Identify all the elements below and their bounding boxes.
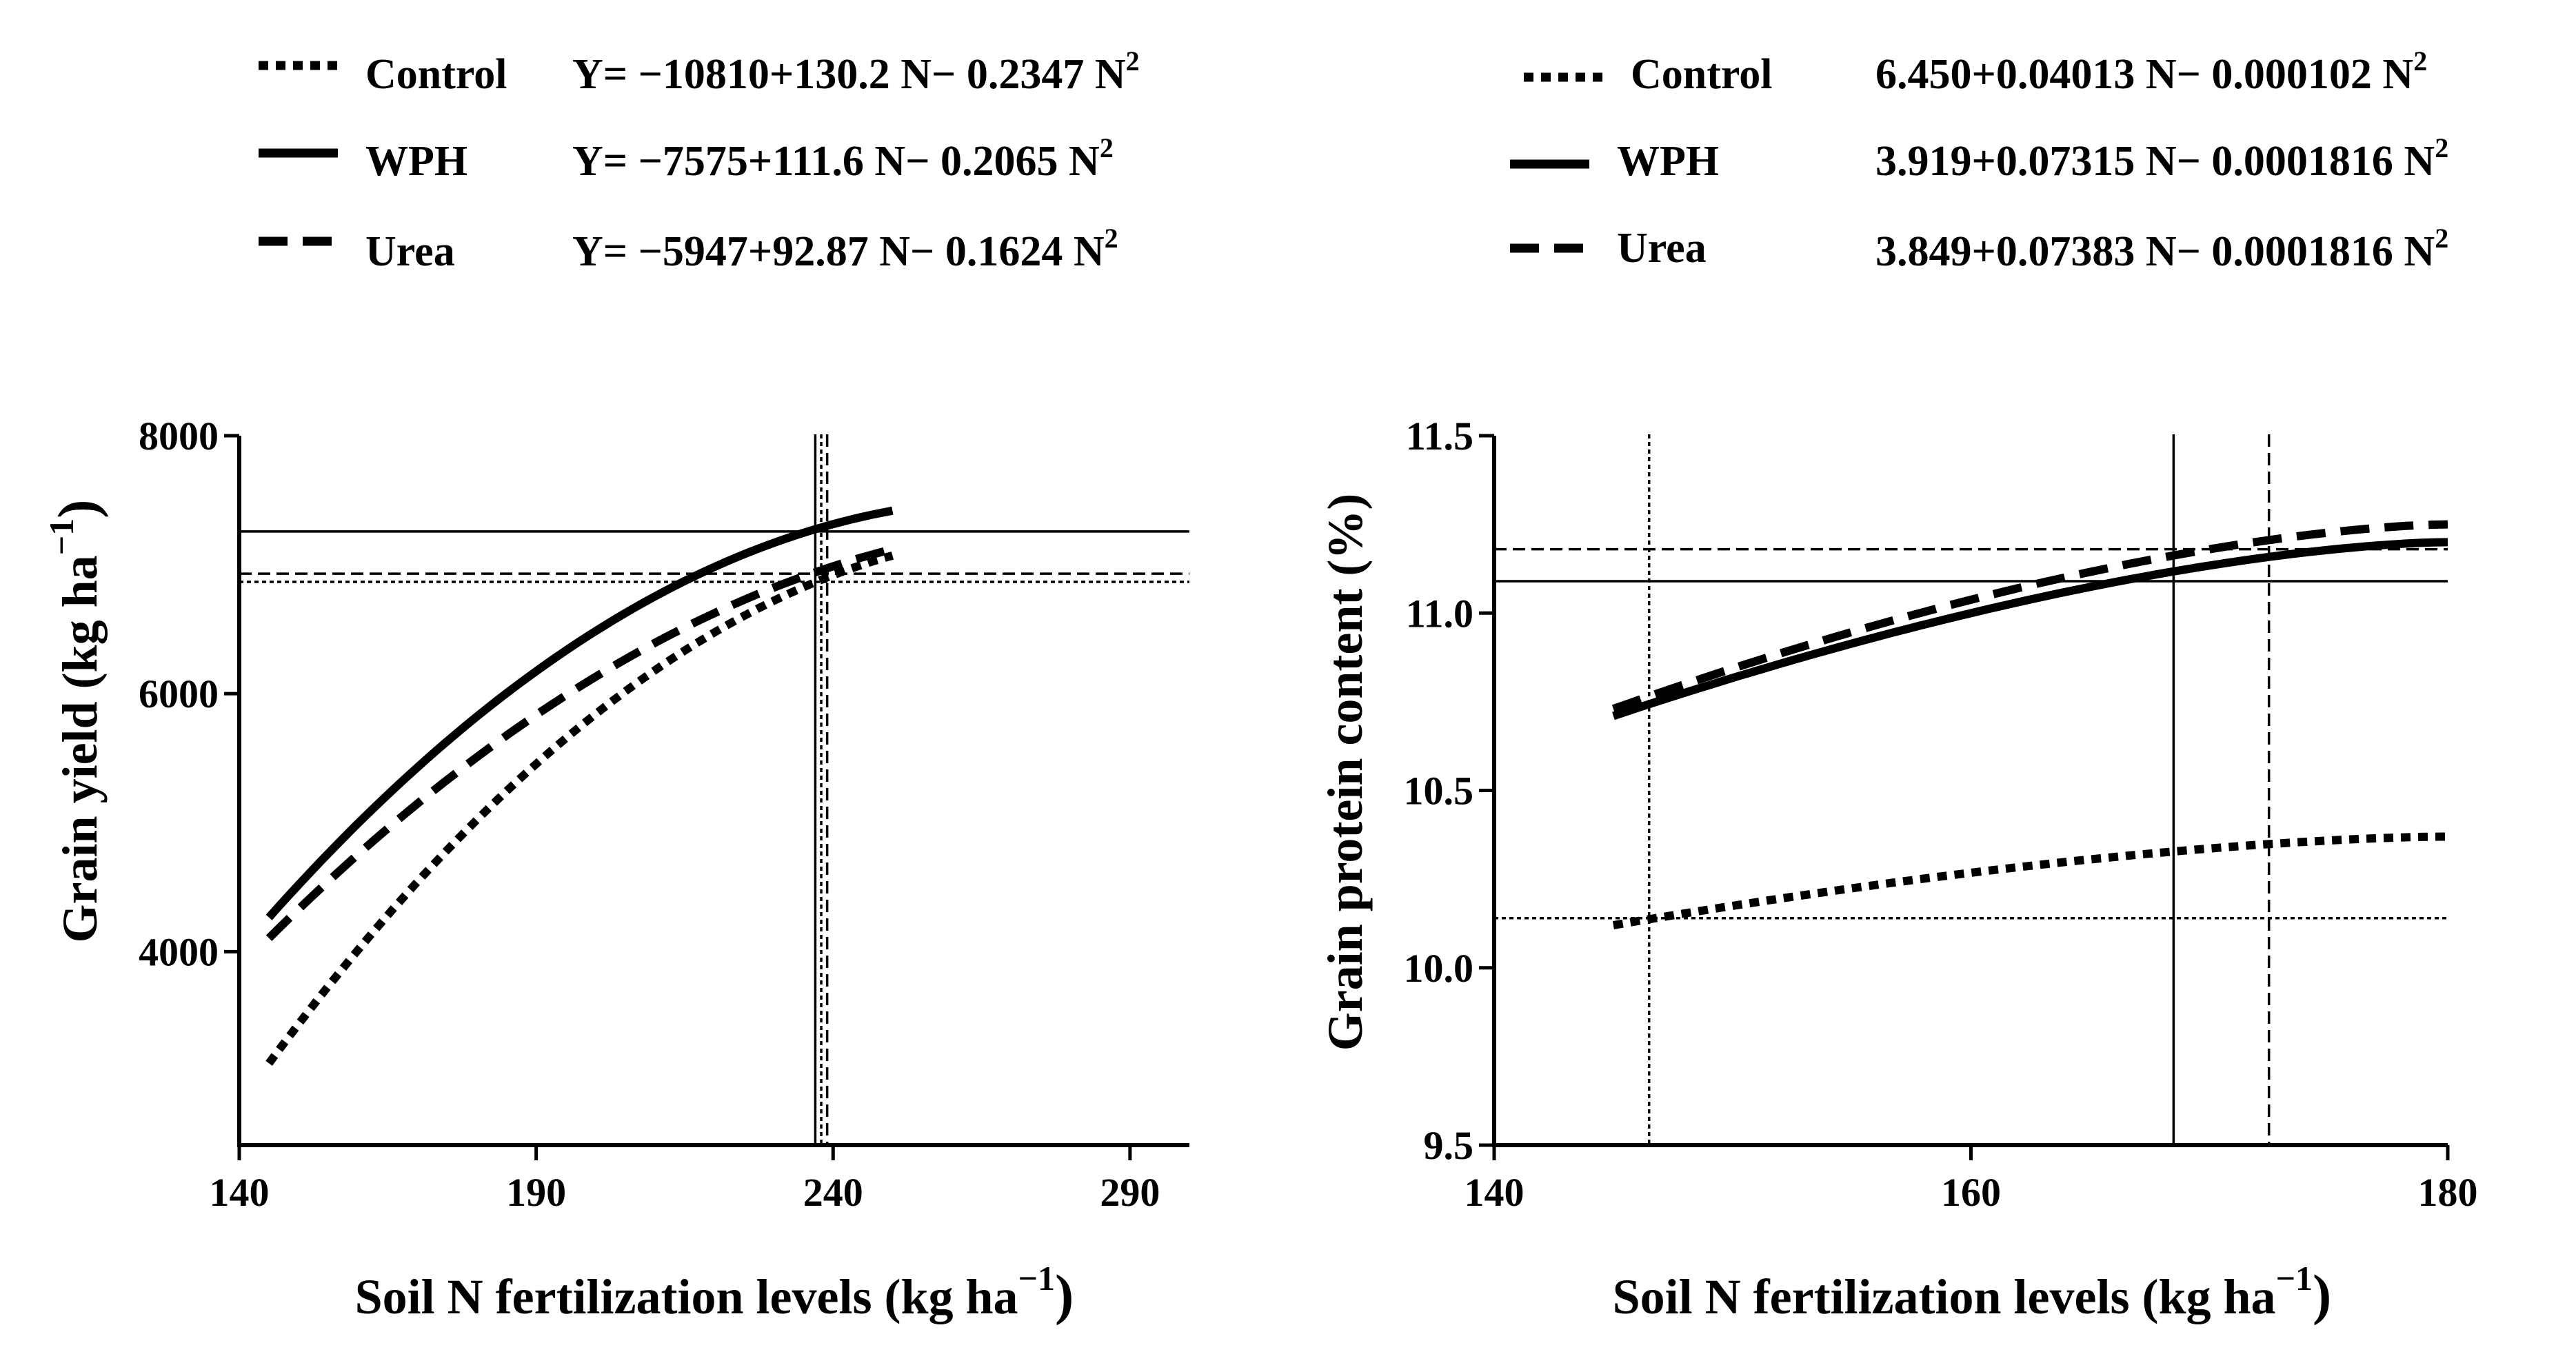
left-legend: Control Y= −10810+130.2 N− 0.2347 N2 WPH…	[259, 46, 1140, 275]
right-legend-entry-control: Control 6.450+0.04013 N− 0.000102 N2	[1524, 46, 2427, 98]
grain-yield-x-tick-label-290: 290	[1100, 1170, 1160, 1215]
right-legend-label-control: Control	[1631, 51, 1773, 98]
grain-protein-series	[1611, 520, 2448, 929]
grain-protein-series-control	[1612, 832, 2448, 929]
grain-protein-x-tick-label-180: 180	[2418, 1170, 2478, 1215]
left-legend-entry-control: Control Y= −10810+130.2 N− 0.2347 N2	[259, 46, 1140, 98]
right-legend-equation-wph: 3.919+0.07315 N− 0.0001816 N2	[1875, 132, 2448, 185]
grain-yield-y-tick-label-6000: 6000	[139, 672, 219, 716]
grain-yield-series-control	[265, 552, 894, 1066]
grain-protein-ticks: 140 160 180 9.5 10.0 10.5 11.0 11.5	[1404, 414, 2478, 1215]
left-legend-label-urea: Urea	[365, 228, 455, 275]
grain-yield-ticks: 140 190 240 290 4000 6000 8000	[139, 414, 1160, 1215]
grain-protein-y-tick-label-10-5: 10.5	[1404, 769, 1474, 814]
grain-protein-y-axis-label: Grain protein content (%)	[1318, 494, 1373, 1051]
grain-yield-x-axis-label: Soil N fertilization levels (kg ha−1)	[355, 1259, 1074, 1326]
grain-yield-series	[265, 506, 894, 1066]
grain-yield-series-urea	[265, 545, 894, 942]
grain-yield-y-tick-label-8000: 8000	[139, 414, 219, 458]
right-legend-equation-urea: 3.849+0.07383 N− 0.0001816 N2	[1875, 223, 2448, 275]
grain-protein-reference-lines	[1494, 434, 2448, 1145]
left-legend-equation-control: Y= −10810+130.2 N− 0.2347 N2	[572, 46, 1140, 98]
grain-protein-y-tick-label-11: 11.0	[1406, 591, 1473, 636]
left-legend-entry-urea: Urea Y= −5947+92.87 N− 0.1624 N2	[259, 223, 1118, 275]
right-legend: Control 6.450+0.04013 N− 0.000102 N2 WPH…	[1510, 46, 2448, 275]
grain-yield-x-tick-label-240: 240	[803, 1170, 863, 1215]
grain-protein-y-tick-label-10: 10.0	[1404, 946, 1474, 991]
right-legend-entry-wph: WPH 3.919+0.07315 N− 0.0001816 N2	[1510, 132, 2448, 185]
left-legend-entry-wph: WPH Y= −7575+111.6 N− 0.2065 N2	[259, 132, 1114, 185]
grain-protein-y-tick-label-11-5: 11.5	[1406, 414, 1473, 458]
grain-yield-reference-lines	[239, 434, 1189, 1145]
grain-protein-x-tick-label-140: 140	[1465, 1170, 1525, 1215]
grain-yield-x-tick-label-190: 190	[506, 1170, 566, 1215]
right-legend-label-wph: WPH	[1617, 138, 1719, 185]
left-legend-equation-urea: Y= −5947+92.87 N− 0.1624 N2	[572, 223, 1118, 275]
left-legend-label-wph: WPH	[365, 138, 467, 185]
grain-protein-series-urea	[1611, 520, 2448, 713]
grain-yield-x-tick-label-140: 140	[210, 1170, 270, 1215]
grain-yield-y-tick-label-4000: 4000	[139, 929, 219, 974]
grain-protein-chart: 140 160 180 9.5 10.0 10.5 11.0 11.5 Soil N fert…	[1318, 414, 2478, 1326]
grain-yield-series-wph	[265, 506, 894, 920]
right-legend-entry-urea: Urea 3.849+0.07383 N− 0.0001816 N2	[1510, 223, 2448, 275]
left-legend-equation-wph: Y= −7575+111.6 N− 0.2065 N2	[572, 132, 1114, 185]
right-legend-equation-control: 6.450+0.04013 N− 0.000102 N2	[1875, 46, 2427, 98]
right-legend-label-urea: Urea	[1617, 225, 1707, 272]
grain-protein-series-wph	[1612, 538, 2448, 720]
grain-yield-chart: 140 190 240 290 4000 6000 8000 Soil N fertiliz…	[42, 414, 1189, 1326]
left-legend-label-control: Control	[365, 51, 507, 98]
grain-yield-y-axis-label: Grain yield (kg ha−1)	[42, 500, 109, 943]
grain-protein-x-axis-label: Soil N fertilization levels (kg ha−1)	[1613, 1259, 2332, 1326]
grain-protein-y-tick-label-9-5: 9.5	[1424, 1123, 1474, 1168]
grain-protein-x-tick-label-160: 160	[1941, 1170, 2001, 1215]
